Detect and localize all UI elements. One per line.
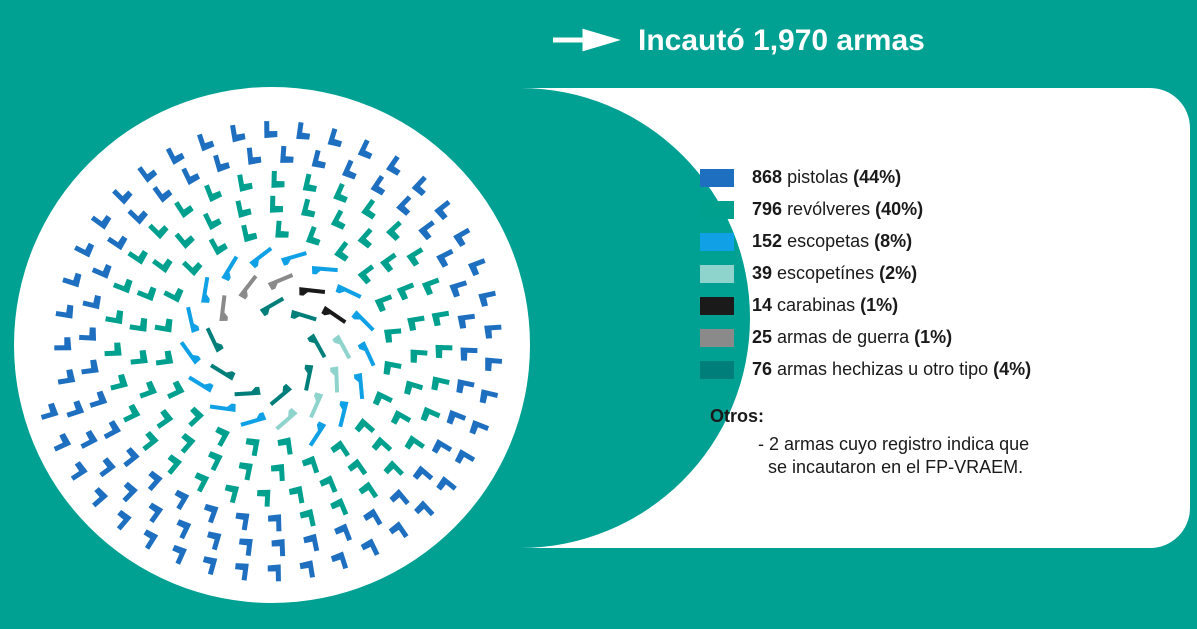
- legend-label: escopetínes: [777, 263, 874, 283]
- legend-share: (1%): [860, 295, 898, 315]
- legend-count: 76: [752, 359, 772, 379]
- legend-swatch: [700, 169, 734, 187]
- legend-swatch: [700, 329, 734, 347]
- legend-entry: 796 revólveres (40%): [752, 199, 923, 219]
- legend-label: carabinas: [777, 295, 855, 315]
- chart-title: Incautó 1,970 armas: [638, 24, 925, 57]
- infographic: Incautó 1,970 armas Otros: - 2 armas cuy…: [0, 0, 1197, 629]
- others-line: - 2 armas cuyo registro indica que: [758, 434, 1029, 454]
- legend-label: armas de guerra: [777, 327, 910, 347]
- others-title: Otros:: [710, 406, 764, 426]
- legend-entry: 25 armas de guerra (1%): [752, 327, 952, 347]
- legend-label: escopetas: [787, 231, 869, 251]
- legend-entry: 152 escopetas (8%): [752, 231, 912, 251]
- legend-label: revólveres: [787, 199, 870, 219]
- legend-share: (40%): [875, 199, 923, 219]
- legend-count: 25: [752, 327, 772, 347]
- legend-entry: 868 pistolas (44%): [752, 167, 901, 187]
- legend-swatch: [700, 201, 734, 219]
- legend-share: (8%): [874, 231, 912, 251]
- legend-count: 868: [752, 167, 782, 187]
- legend-swatch: [700, 265, 734, 283]
- legend-share: (4%): [993, 359, 1031, 379]
- legend-entry: 14 carabinas (1%): [752, 295, 898, 315]
- legend-swatch: [700, 297, 734, 315]
- legend-label: pistolas: [787, 167, 848, 187]
- legend-swatch: [700, 233, 734, 251]
- legend-count: 152: [752, 231, 782, 251]
- others-line: se incautaron en el FP-VRAEM.: [768, 457, 1023, 477]
- legend-count: 14: [752, 295, 772, 315]
- spiral-disc: [14, 87, 530, 603]
- legend-count: 796: [752, 199, 782, 219]
- legend-share: (1%): [914, 327, 952, 347]
- legend-swatch: [700, 361, 734, 379]
- legend-share: (2%): [879, 263, 917, 283]
- legend-entry: 76 armas hechizas u otro tipo (4%): [752, 359, 1031, 379]
- legend-count: 39: [752, 263, 772, 283]
- legend-label: armas hechizas u otro tipo: [777, 359, 988, 379]
- legend-share: (44%): [853, 167, 901, 187]
- legend-entry: 39 escopetínes (2%): [752, 263, 917, 283]
